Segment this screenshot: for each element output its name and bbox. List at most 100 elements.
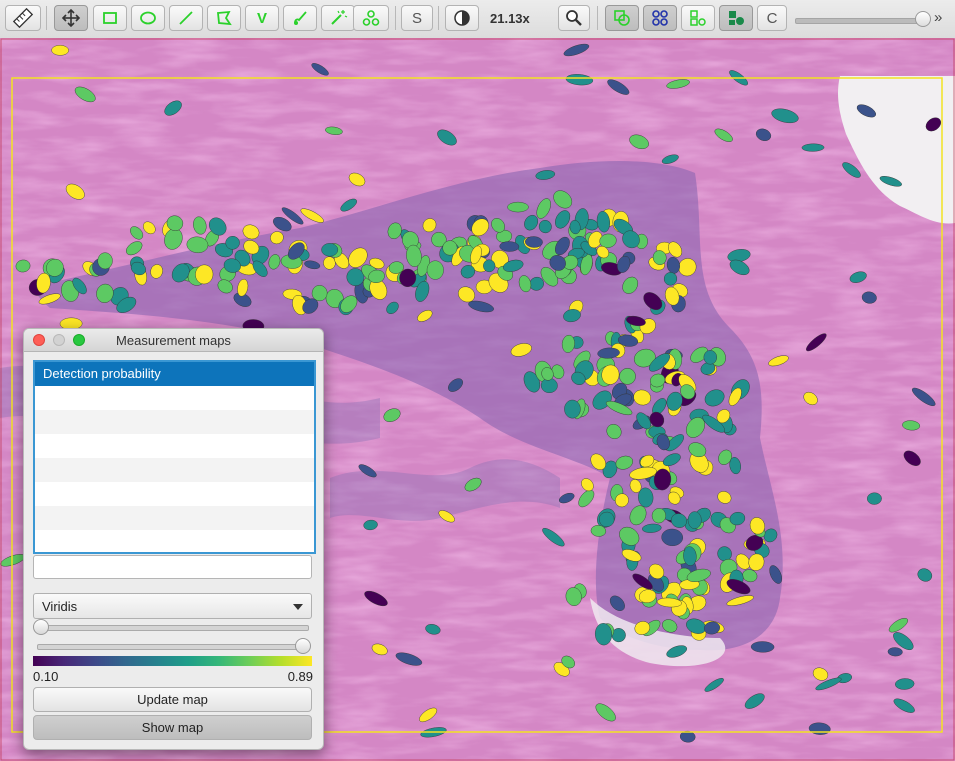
min-slider-thumb[interactable] [33,619,49,635]
cell-detection [893,632,914,651]
cell-detection [917,568,933,582]
cell-detection [634,621,651,635]
cell-boundaries-button[interactable]: C [757,5,787,31]
colormap-select[interactable]: Viridis [33,593,312,619]
cell-detection [590,525,607,537]
cell-detection [252,260,268,277]
zoom-to-fit-icon[interactable] [558,5,590,31]
cell-detection [769,565,783,584]
brightness-contrast-icon[interactable] [445,5,479,31]
cell-detection [571,371,586,385]
measure-tool-icon[interactable] [5,5,41,31]
ellipse-tool-icon[interactable] [131,5,165,31]
cell-detection [748,553,765,571]
cell-detection [358,464,377,478]
cell-detection [558,492,575,504]
toolbar-separator [438,6,439,30]
cell-detection [590,453,606,471]
show-annotations-icon[interactable] [605,5,639,31]
cell-detection [925,117,942,132]
opacity-slider[interactable] [795,18,927,24]
dialog-title: Measurement maps [116,333,231,348]
max-range-slider[interactable] [37,644,309,650]
cell-detection [617,334,639,347]
selection-mode-button[interactable]: S [401,5,433,31]
cell-detection [438,510,455,523]
cell-detection [15,259,31,273]
cell-detection [629,505,647,526]
cell-detection [893,698,915,713]
cell-detection [643,292,663,310]
show-map-button[interactable]: Show map [33,715,312,740]
move-tool-icon[interactable] [54,5,88,31]
cell-detection [243,240,260,255]
maximize-window-icon[interactable] [73,334,85,346]
minimize-window-icon[interactable] [53,334,65,346]
cell-detection [666,391,683,411]
cell-detection [842,162,861,178]
close-window-icon[interactable] [33,334,45,346]
cell-detection [735,553,751,570]
opacity-slider-thumb[interactable] [914,11,931,27]
cell-detection [406,244,422,267]
cell-detection [648,353,671,372]
show-tma-grid-icon[interactable] [681,5,715,31]
cell-detection [270,231,284,245]
cell-detection [186,236,209,254]
cell-detection [166,215,184,231]
cell-detection [755,128,772,141]
cell-detection [503,259,524,272]
annotation-rectangle[interactable] [11,77,943,733]
cell-detection [97,252,113,270]
cell-detection [415,280,430,302]
cell-detection [911,387,936,407]
cell-detection [704,678,724,692]
wand-tool-icon[interactable] [321,5,355,31]
colormap-value: Viridis [42,599,78,614]
list-item-empty [35,458,314,482]
cell-detection [599,233,617,248]
cell-detection [460,265,476,279]
cell-detection [321,243,339,257]
measurement-list[interactable]: Detection probability [33,360,316,554]
cell-detection [678,258,697,277]
rectangle-tool-icon[interactable] [93,5,127,31]
zoom-level: 21.13x [490,11,530,26]
dialog-titlebar: Measurement maps [24,329,323,352]
line-tool-icon[interactable] [169,5,203,31]
min-range-slider[interactable] [37,625,309,631]
cell-detection [268,254,281,270]
toolbar: V S 21.13x C » [0,0,955,39]
cell-detection [622,230,640,249]
cell-detection [525,236,543,248]
cell-detection [541,367,554,381]
polygon-tool-icon[interactable] [207,5,241,31]
cell-detection [464,477,482,492]
list-item-empty [35,434,314,458]
cell-detection [615,455,634,470]
cell-detection [595,703,616,722]
more-tools-button[interactable]: » [934,9,943,26]
cell-detection [615,493,629,508]
list-item[interactable]: Detection probability [35,362,314,386]
brush-tool-icon[interactable] [283,5,317,31]
points-tool-icon[interactable] [353,5,389,31]
cell-detection [448,378,463,392]
cell-detection [311,285,328,302]
cell-detection [599,511,615,528]
cell-detection [888,618,908,633]
cell-detection [601,364,620,385]
cell-detection [555,210,571,229]
cell-detection [72,277,87,295]
filter-input[interactable] [33,555,312,579]
pixel-classification-icon[interactable] [719,5,753,31]
cell-detection [518,275,532,293]
update-map-button[interactable]: Update map [33,687,312,712]
cell-detection [426,260,444,280]
show-detections-icon[interactable] [643,5,677,31]
cell-detection [561,655,576,669]
max-slider-thumb[interactable] [295,638,311,654]
cell-detection [744,693,765,709]
polyline-tool-icon[interactable]: V [245,5,279,31]
list-item-empty [35,410,314,434]
